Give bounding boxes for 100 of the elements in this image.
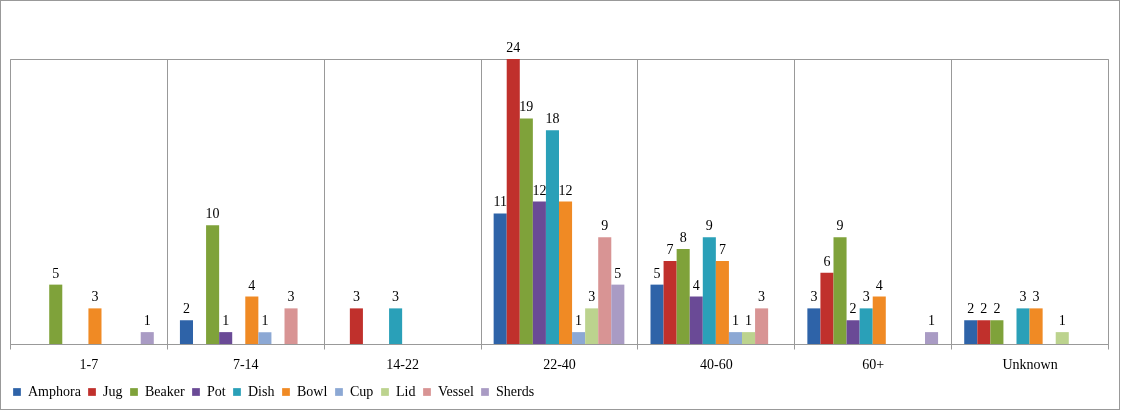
bar — [702, 237, 716, 344]
x-tick-label: 60+ — [862, 356, 885, 372]
x-tick-label: 14-22 — [386, 356, 419, 372]
data-label: 3 — [1019, 289, 1027, 305]
data-label: 9 — [836, 218, 844, 234]
bar — [245, 296, 259, 344]
data-label: 1 — [575, 313, 583, 329]
data-label: 1 — [731, 313, 739, 329]
bar — [846, 320, 860, 344]
data-label: 4 — [692, 277, 700, 293]
bar — [179, 320, 193, 344]
data-label: 7 — [718, 241, 726, 257]
bar — [872, 296, 886, 344]
data-label: 1 — [1058, 313, 1066, 329]
data-label: 4 — [248, 277, 256, 293]
data-label: 3 — [588, 289, 596, 305]
data-label: 3 — [392, 289, 400, 305]
data-label: 5 — [653, 265, 661, 281]
data-label: 1 — [745, 313, 753, 329]
bar — [676, 249, 690, 344]
data-label: 12 — [558, 182, 573, 198]
x-tick-label: 40-60 — [700, 356, 733, 372]
bar — [650, 284, 664, 344]
data-label: 3 — [1032, 289, 1040, 305]
data-label: 3 — [91, 289, 99, 305]
data-label: 2 — [849, 301, 857, 317]
data-label: 2 — [967, 301, 975, 317]
legend-label: Bowl — [297, 384, 328, 399]
data-label: 1 — [928, 313, 936, 329]
bar — [990, 320, 1004, 344]
x-tick-label: 22-40 — [543, 356, 576, 372]
bar — [49, 284, 63, 344]
data-label: 5 — [52, 265, 60, 281]
bar — [349, 308, 363, 344]
bar — [585, 308, 599, 344]
legend-label: Lid — [396, 384, 416, 399]
data-label: 9 — [601, 218, 609, 234]
data-label: 3 — [810, 289, 818, 305]
bar — [964, 320, 978, 344]
bar — [140, 332, 154, 344]
bar — [1029, 308, 1043, 344]
data-label: 7 — [666, 241, 674, 257]
bar — [88, 308, 102, 344]
data-label: 2 — [980, 301, 988, 317]
bar — [859, 308, 873, 344]
data-label: 4 — [875, 277, 883, 293]
data-label: 3 — [758, 289, 766, 305]
data-label: 3 — [352, 289, 360, 305]
data-label: 5 — [614, 265, 622, 281]
bar — [1016, 308, 1030, 344]
bar — [258, 332, 272, 344]
bar — [611, 284, 625, 344]
bar — [598, 237, 612, 344]
data-label: 11 — [493, 194, 507, 210]
bar — [663, 260, 677, 344]
bar — [833, 237, 847, 344]
data-label: 8 — [679, 230, 687, 245]
bar — [219, 332, 233, 344]
data-label: 3 — [862, 289, 870, 305]
data-label: 24 — [506, 40, 521, 55]
legend-label: Cup — [350, 384, 374, 399]
legend-label: Dish — [248, 384, 275, 399]
x-tick-label: 1-7 — [79, 356, 99, 372]
data-label: 18 — [545, 111, 560, 127]
bar — [206, 225, 220, 344]
bar — [807, 308, 821, 344]
data-label: 19 — [519, 99, 534, 115]
data-label: 2 — [993, 301, 1001, 317]
bar — [755, 308, 769, 344]
legend-label: Vessel — [438, 384, 474, 399]
legend-label: Jug — [103, 384, 123, 399]
data-label: 3 — [287, 289, 295, 305]
bar — [715, 260, 729, 344]
bar — [519, 118, 533, 344]
bar — [820, 272, 834, 344]
data-label: 2 — [182, 301, 190, 317]
legend-label: Pot — [207, 384, 226, 399]
bar — [493, 213, 507, 344]
data-label: 1 — [222, 313, 230, 329]
bar — [572, 332, 586, 344]
legend-label: Amphora — [28, 384, 82, 399]
bar — [925, 332, 939, 344]
bar — [728, 332, 742, 344]
bar — [532, 201, 546, 344]
legend-label: Sherds — [496, 384, 535, 399]
data-label: 12 — [532, 182, 547, 198]
data-label: 6 — [823, 253, 831, 269]
bar — [977, 320, 991, 344]
bar — [559, 201, 573, 344]
data-label: 10 — [205, 206, 220, 222]
bar — [284, 308, 298, 344]
bar — [1055, 332, 1069, 344]
bar — [545, 130, 559, 344]
bar — [506, 59, 520, 344]
x-tick-label: 7-14 — [232, 356, 259, 372]
x-tick-label: Unknown — [1002, 356, 1058, 372]
bar — [742, 332, 756, 344]
bar — [389, 308, 403, 344]
data-label: 9 — [705, 218, 713, 234]
data-label: 1 — [143, 313, 151, 329]
